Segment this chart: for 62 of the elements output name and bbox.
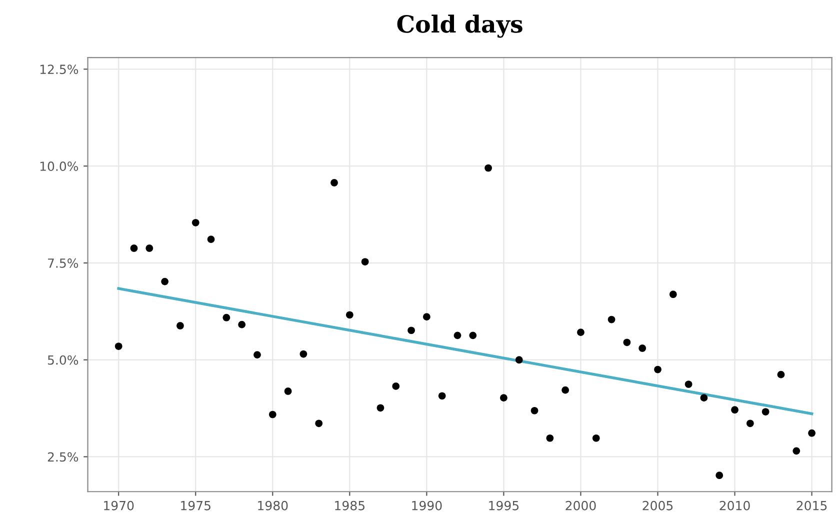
point [361, 258, 369, 266]
y-tick-label: 7.5% [48, 258, 78, 268]
point [376, 404, 384, 412]
x-tick-label: 1975 [181, 500, 210, 510]
point [792, 447, 800, 455]
point [254, 351, 261, 358]
point [146, 244, 154, 252]
point [562, 386, 569, 394]
point [438, 392, 446, 400]
point [392, 382, 400, 390]
x-tick-label: 2000 [566, 500, 596, 510]
point [530, 406, 538, 414]
point [577, 328, 584, 336]
x-tick-label: 2010 [720, 500, 750, 510]
x-tick-label: 1990 [412, 500, 442, 510]
point [777, 370, 785, 378]
y-tick-label: 5.0% [48, 355, 78, 365]
point [408, 326, 415, 334]
point [330, 179, 338, 186]
y-tick-label: 12.5% [40, 64, 78, 74]
point [130, 244, 138, 252]
x-tick-label: 1970 [104, 500, 134, 510]
point [300, 350, 308, 358]
point [176, 322, 184, 330]
x-tick-label: 2005 [642, 500, 673, 510]
point [592, 434, 600, 442]
point [546, 434, 554, 442]
point [207, 236, 215, 243]
point [808, 429, 816, 437]
point [315, 420, 323, 428]
point [192, 218, 200, 226]
point [654, 366, 662, 374]
point [161, 278, 168, 286]
point [484, 164, 492, 172]
point [469, 332, 477, 340]
point [222, 314, 230, 322]
point [114, 342, 122, 350]
point [762, 408, 770, 416]
point [454, 332, 462, 340]
point [669, 290, 677, 298]
x-tick-label: 1995 [489, 500, 519, 510]
x-tick-label: 2015 [796, 500, 827, 510]
point [284, 388, 292, 395]
point [500, 394, 508, 402]
point [731, 406, 738, 414]
point [684, 380, 692, 388]
point [346, 311, 354, 319]
point [638, 344, 646, 352]
y-tick-label: 10.0% [40, 162, 78, 171]
y-tick-label: 2.5% [48, 452, 78, 462]
chart-title: Cold days [397, 14, 522, 38]
x-tick-label: 1985 [335, 500, 364, 510]
point [608, 316, 616, 324]
point [423, 313, 430, 320]
point [268, 410, 276, 418]
point [700, 394, 708, 402]
point [746, 420, 754, 428]
point [716, 472, 724, 480]
point [515, 356, 523, 364]
x-tick-label: 1980 [258, 500, 288, 510]
point [623, 338, 631, 346]
point [238, 320, 246, 328]
